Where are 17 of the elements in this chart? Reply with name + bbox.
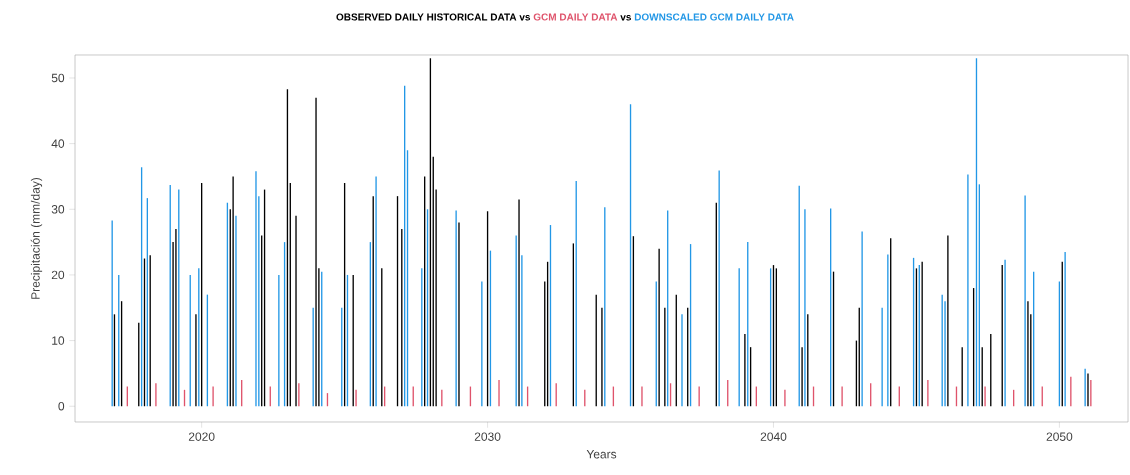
y-tick-label: 10 <box>52 336 65 345</box>
y-tick-label: 0 <box>58 401 65 411</box>
y-tick-label: 30 <box>51 205 65 214</box>
text: GCM DAILY DATA <box>533 13 618 21</box>
y-axis-title: Precipitación (mm/day) <box>30 177 43 299</box>
y-tick-label: 20 <box>51 270 65 280</box>
x-tick-label: 2040 <box>760 432 787 441</box>
text: DOWNSCALED GCM DAILY DATA <box>634 13 794 21</box>
text: OBSERVED DAILY HISTORICAL DATA <box>336 13 517 21</box>
x-tick-label: 2050 <box>1046 432 1073 441</box>
x-tick-label: 2030 <box>474 432 501 441</box>
text: vs <box>620 15 631 21</box>
text: vs <box>519 15 531 21</box>
x-axis-title: Years <box>586 450 617 459</box>
y-tick-label: 40 <box>51 139 65 148</box>
y-tick-label: 50 <box>51 73 65 83</box>
x-tick-label: 2020 <box>188 432 215 441</box>
